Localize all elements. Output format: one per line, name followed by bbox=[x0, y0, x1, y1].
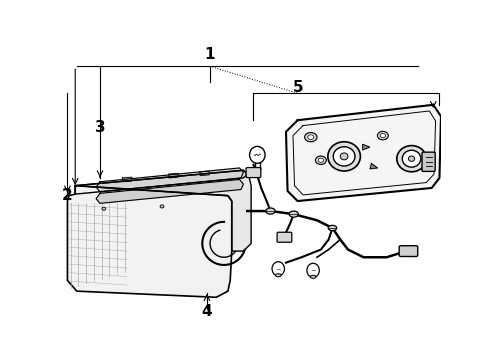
Ellipse shape bbox=[305, 132, 317, 142]
Polygon shape bbox=[200, 171, 209, 176]
Ellipse shape bbox=[266, 208, 275, 214]
FancyBboxPatch shape bbox=[246, 167, 261, 177]
FancyBboxPatch shape bbox=[422, 152, 435, 171]
Text: 2: 2 bbox=[62, 188, 73, 203]
Ellipse shape bbox=[377, 131, 388, 140]
Text: 1: 1 bbox=[205, 47, 215, 62]
Ellipse shape bbox=[380, 134, 386, 138]
Polygon shape bbox=[363, 144, 369, 150]
Ellipse shape bbox=[333, 147, 355, 166]
Ellipse shape bbox=[328, 142, 361, 171]
Ellipse shape bbox=[272, 262, 285, 276]
Polygon shape bbox=[286, 105, 441, 201]
Ellipse shape bbox=[328, 225, 337, 231]
Polygon shape bbox=[75, 170, 251, 251]
Ellipse shape bbox=[275, 274, 281, 277]
Ellipse shape bbox=[409, 156, 415, 161]
Text: 3: 3 bbox=[95, 120, 105, 135]
Ellipse shape bbox=[289, 211, 298, 217]
Polygon shape bbox=[96, 180, 244, 203]
Polygon shape bbox=[122, 177, 132, 182]
Ellipse shape bbox=[160, 205, 164, 208]
Ellipse shape bbox=[249, 147, 265, 163]
FancyBboxPatch shape bbox=[277, 232, 292, 242]
Text: 4: 4 bbox=[202, 303, 212, 319]
Ellipse shape bbox=[402, 150, 421, 167]
Ellipse shape bbox=[310, 275, 316, 278]
Ellipse shape bbox=[307, 263, 319, 278]
Ellipse shape bbox=[318, 158, 323, 162]
Ellipse shape bbox=[340, 153, 348, 160]
Polygon shape bbox=[96, 168, 244, 192]
FancyBboxPatch shape bbox=[399, 246, 418, 256]
Polygon shape bbox=[68, 186, 232, 297]
Polygon shape bbox=[169, 173, 178, 178]
Ellipse shape bbox=[102, 207, 106, 210]
Polygon shape bbox=[370, 163, 377, 169]
Text: 5: 5 bbox=[293, 80, 303, 95]
Ellipse shape bbox=[397, 145, 426, 172]
Ellipse shape bbox=[316, 156, 326, 165]
Ellipse shape bbox=[308, 135, 314, 139]
Polygon shape bbox=[75, 170, 247, 194]
